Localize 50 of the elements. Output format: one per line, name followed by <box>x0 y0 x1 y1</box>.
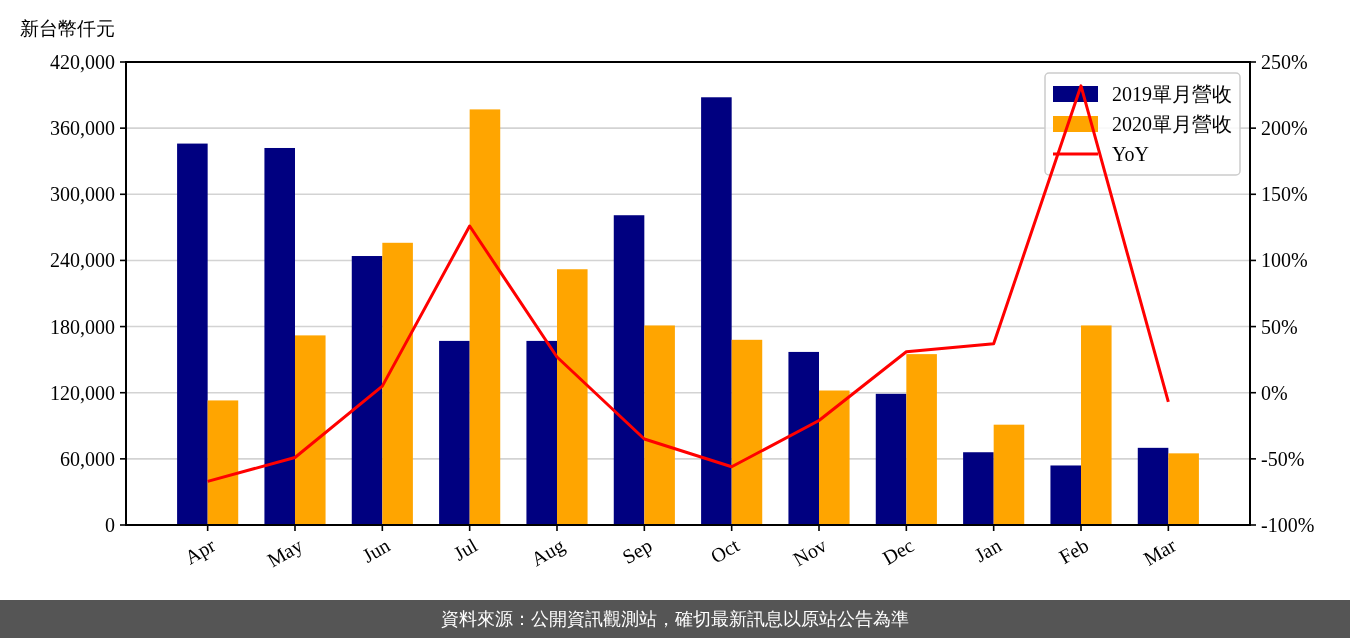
legend-label: 2019單月營收 <box>1112 83 1232 105</box>
x-tick-label: Aug <box>527 533 569 572</box>
x-tick-label: Feb <box>1055 533 1093 568</box>
bar <box>993 424 1025 525</box>
bar <box>1081 325 1112 525</box>
x-tick-label: Mar <box>1139 533 1180 570</box>
bar <box>294 335 326 525</box>
x-tick-label: Jan <box>970 533 1005 567</box>
bar <box>613 215 645 525</box>
line-series <box>206 84 1170 483</box>
y2-tick-label: 250% <box>1261 51 1308 73</box>
x-tick-label: Nov <box>789 533 831 571</box>
x-tick-label: Apr <box>180 533 220 570</box>
y2-tick-label: -100% <box>1261 514 1315 536</box>
bar <box>1168 453 1199 525</box>
x-tick-label: Jun <box>358 533 394 567</box>
bar <box>439 340 470 525</box>
source-note: 資料來源：公開資訊觀測站，確切最新訊息以原站公告為準 <box>441 609 909 629</box>
bar <box>963 452 994 525</box>
bar <box>207 400 239 525</box>
y2-tick-label: 150% <box>1261 183 1308 206</box>
y2-tick-label: 0% <box>1261 381 1288 404</box>
bar <box>701 97 732 525</box>
y-axis-title: 新台幣仟元 <box>20 17 115 39</box>
bar <box>644 325 675 525</box>
bar <box>351 256 383 525</box>
bar <box>906 354 937 525</box>
x-tick-label: May <box>263 533 307 573</box>
bar <box>788 351 819 525</box>
bar <box>469 109 501 525</box>
legend-label: 2020單月營收 <box>1112 113 1232 135</box>
bar <box>177 143 208 525</box>
bar <box>731 339 763 525</box>
bar <box>557 269 588 525</box>
x-tick-label: Sep <box>618 533 657 569</box>
y2-tick-label: 200% <box>1261 117 1308 140</box>
bar <box>264 147 295 525</box>
bar <box>1050 465 1082 525</box>
x-tick-label: Dec <box>878 533 918 570</box>
x-tick-label: Oct <box>706 533 744 568</box>
bar <box>526 340 557 525</box>
bar <box>819 390 850 525</box>
y2-tick-label: 100% <box>1261 249 1308 272</box>
x-tick-label: Jul <box>449 533 482 565</box>
legend-label: YoY <box>1112 143 1149 165</box>
bar <box>875 393 907 525</box>
bar <box>1137 447 1169 525</box>
bar <box>382 242 413 525</box>
y2-tick-label: -50% <box>1261 447 1305 470</box>
y2-tick-label: 50% <box>1261 315 1298 338</box>
